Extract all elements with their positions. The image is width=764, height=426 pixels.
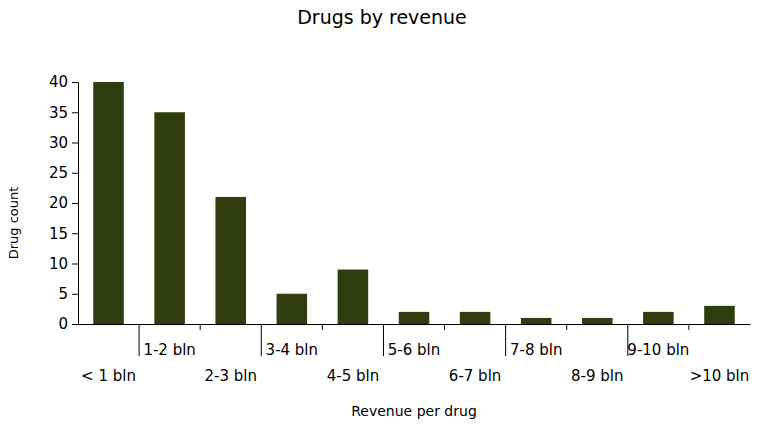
bar [93,82,124,324]
tick-label: 1-2 bln [143,341,195,359]
category-separator [322,324,323,330]
title: Drugs by revenue [297,6,467,28]
tick: 0 [58,315,78,333]
tick: 7-8 bln [510,324,562,359]
x-axis: < 1 bln 1-2 bln 2-3 bln 3-4 bln 4-5 bln 5-6 b… [79,324,751,385]
tick: 2-3 bln [204,324,256,385]
tick-mark [72,264,78,265]
tick-label: 25 [49,164,68,182]
tick: 35 [49,104,78,122]
tick-label: 6-7 bln [449,367,501,385]
tick: 15 [49,225,78,243]
tick-label: 9-10 bln [627,341,689,359]
tick-label: 30 [49,134,68,152]
category-separator [139,324,140,356]
category-separator [200,324,201,330]
bar [521,318,552,324]
y-axis: 0 5 10 15 20 25 30 35 40 [49,73,79,333]
tick: 5 [58,285,78,303]
tick-label: >10 bln [690,367,750,385]
tick-mark [72,324,78,325]
tick: 6-7 bln [449,324,501,385]
tick: 9-10 bln [627,324,689,359]
tick-label: 0 [58,315,68,333]
tick-label: 40 [49,73,68,91]
category-separator [688,324,689,330]
tick-mark [72,203,78,204]
category-separator [383,324,384,356]
category-separator [261,324,262,356]
tick-mark [72,112,78,113]
y-axis-title: Drug count [6,187,21,260]
category-separator [627,324,628,356]
tick-label: 20 [49,194,68,212]
bar [399,312,430,324]
tick: 8-9 bln [571,324,623,385]
tick: 1-2 bln [143,324,195,359]
separators [139,324,689,356]
tick-label: 5-6 bln [388,341,440,359]
tick-label: 8-9 bln [571,367,623,385]
bar [215,197,246,324]
category-separator [444,324,445,330]
tick: 10 [49,255,78,273]
tick: < 1 bln [81,324,136,385]
bar [643,312,674,324]
bar [154,112,185,324]
tick: 30 [49,134,78,152]
x-axis-title: Revenue per drug [351,403,477,419]
tick: 20 [49,194,78,212]
axis-line [79,324,751,325]
tick-mark [72,143,78,144]
category-separator [566,324,567,330]
tick: 40 [49,73,78,91]
tick-mark [72,233,78,234]
tick-mark [72,294,78,295]
tick-label: 15 [49,225,68,243]
tick-label: 7-8 bln [510,341,562,359]
tick: 3-4 bln [266,324,318,359]
bar [338,270,369,324]
bar [460,312,491,324]
bar [704,306,735,324]
chart: 0 5 10 15 20 25 30 35 40 < 1 bln 1-2 bln 2-3 bln 3-4… [0,0,764,426]
tick-mark [72,82,78,83]
tick-label: 2-3 bln [204,367,256,385]
tick-label: < 1 bln [81,367,136,385]
tick: 25 [49,164,78,182]
tick: 4-5 bln [327,324,379,385]
tick-label: 5 [58,285,68,303]
bar [277,294,308,324]
tick-label: 4-5 bln [327,367,379,385]
bars [93,82,734,324]
tick: >10 bln [690,324,750,385]
tick-label: 35 [49,104,68,122]
axis-line [72,83,79,325]
tick-label: 3-4 bln [266,341,318,359]
tick-mark [72,173,78,174]
bar [582,318,613,324]
category-separator [505,324,506,356]
tick-label: 10 [49,255,68,273]
plot: 0 5 10 15 20 25 30 35 40 < 1 bln 1-2 bln 2-3 bln 3-4… [49,73,751,384]
tick: 5-6 bln [388,324,440,359]
